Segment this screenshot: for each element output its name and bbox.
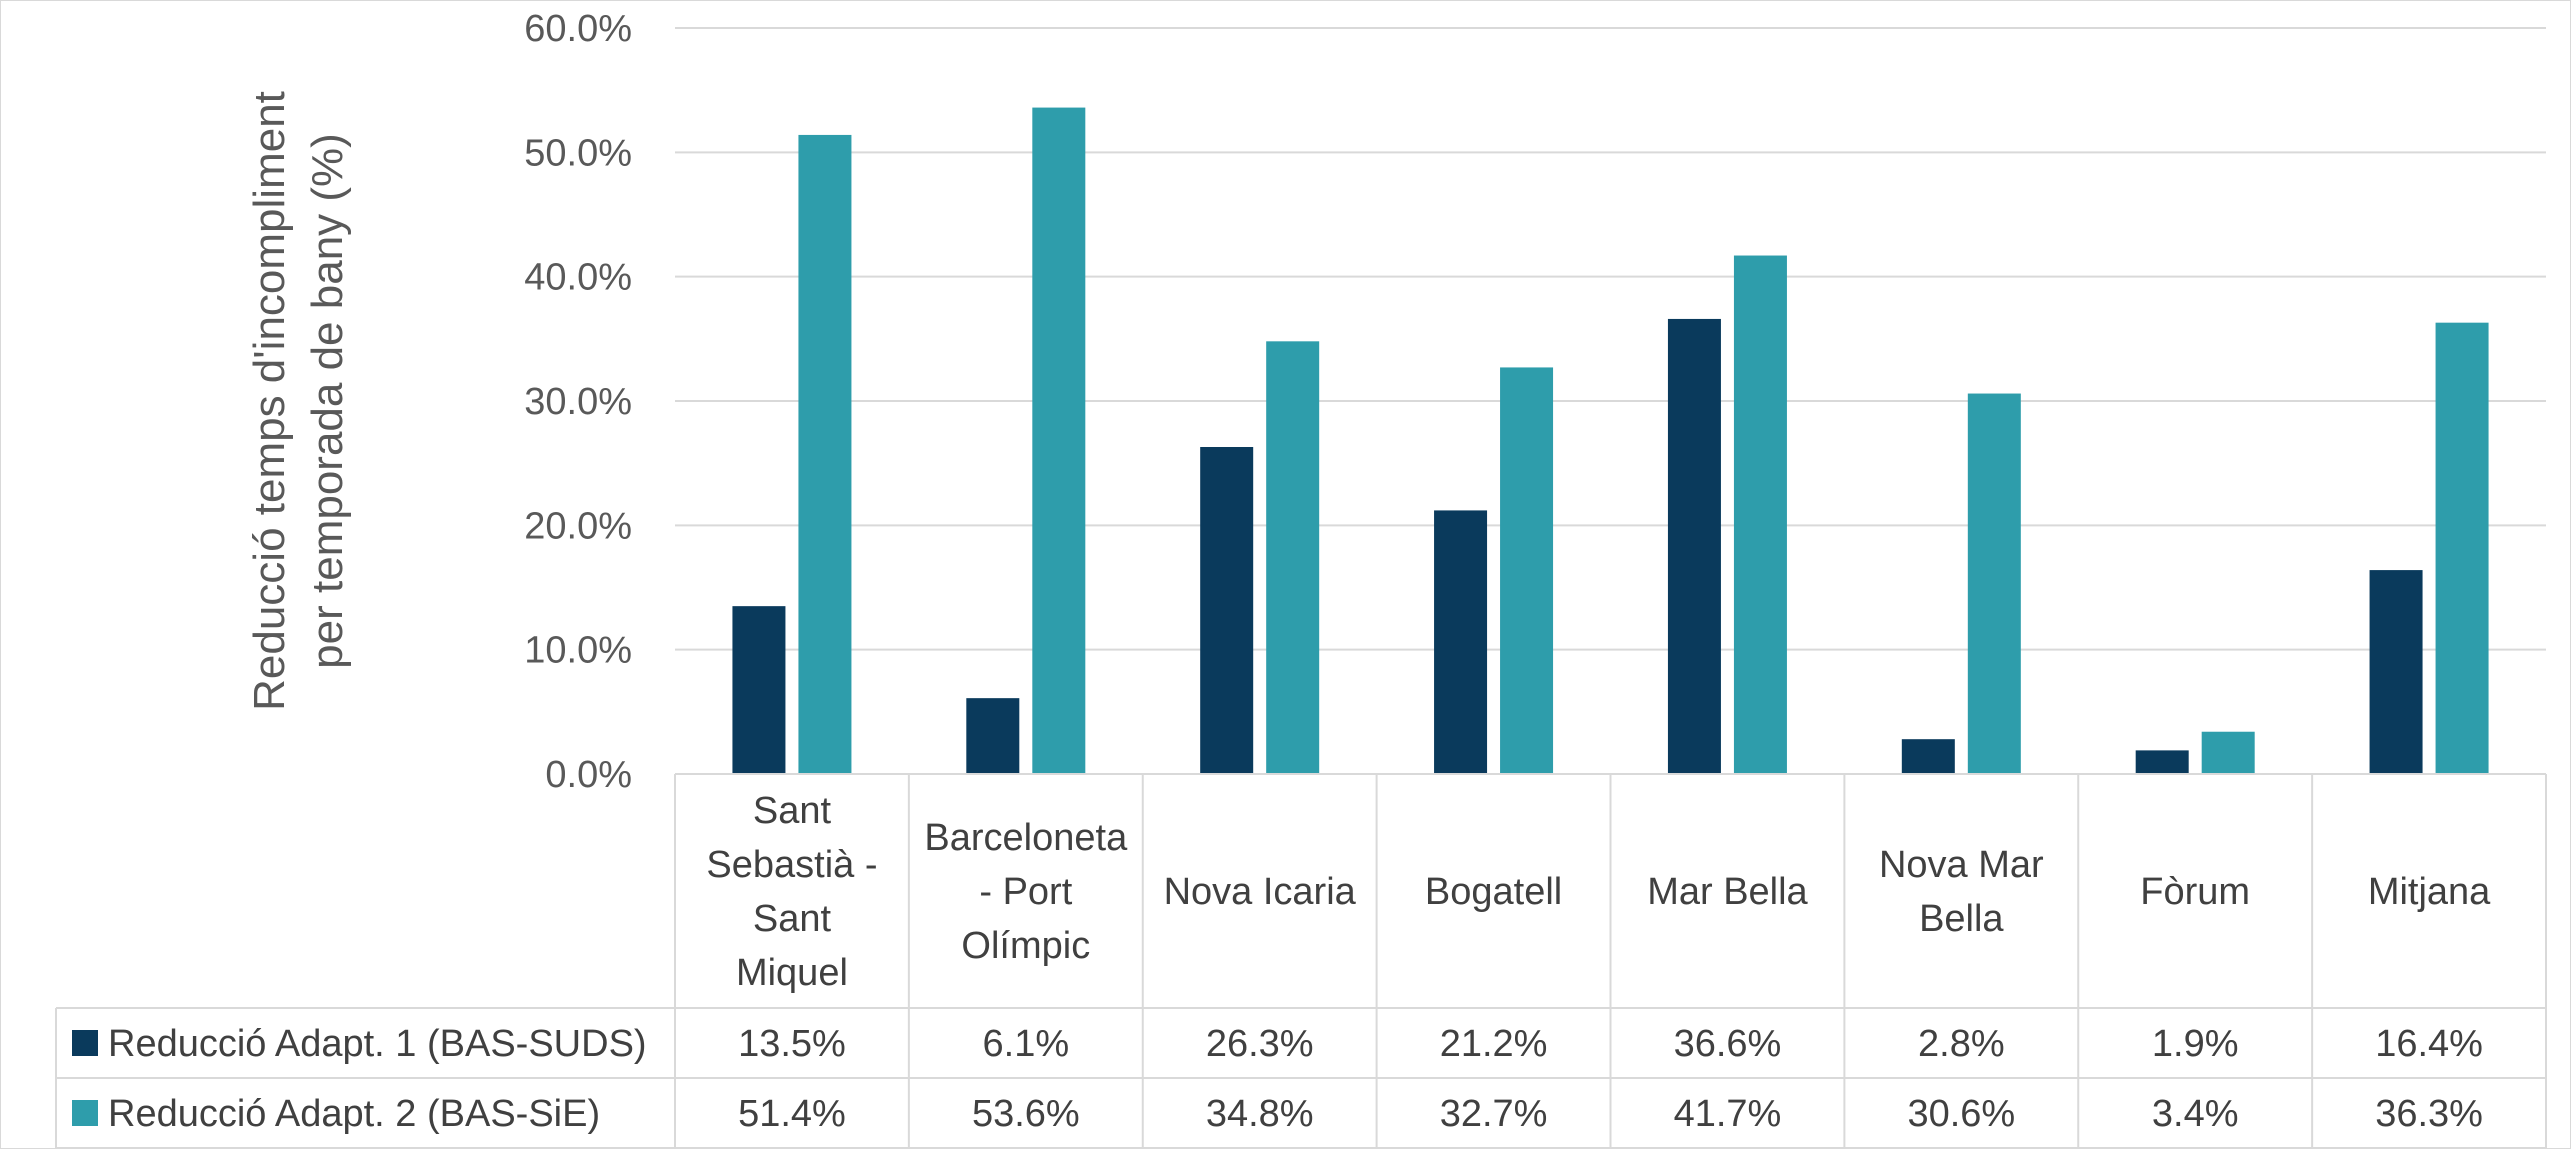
category-label-line: - Port bbox=[979, 871, 1072, 913]
category-label: Nova Icaria bbox=[1164, 871, 1357, 913]
data-table-cell: 26.3% bbox=[1206, 1023, 1314, 1065]
data-table-cell: 36.3% bbox=[2375, 1093, 2483, 1135]
bar-series-1 bbox=[1901, 739, 1955, 774]
category-label-line: Bogatell bbox=[1425, 871, 1562, 913]
data-table-cell: 13.5% bbox=[738, 1023, 846, 1065]
bar-series-1 bbox=[1200, 447, 1254, 774]
legend-label-series-1: Reducció Adapt. 1 (BAS-SUDS) bbox=[108, 1023, 647, 1065]
y-tick-label: 0.0% bbox=[545, 754, 632, 796]
y-axis-title: Reducció temps d'incompliment per tempora… bbox=[245, 91, 352, 711]
category-label-line: Mitjana bbox=[2368, 871, 2491, 913]
y-tick-label: 50.0% bbox=[524, 132, 632, 174]
category-label: Sant Sebastià - Sant Miquel bbox=[706, 790, 877, 994]
bar-series-2 bbox=[1032, 107, 1086, 774]
data-table-cell: 41.7% bbox=[1674, 1093, 1782, 1135]
data-table-cell: 32.7% bbox=[1440, 1093, 1548, 1135]
data-table-cell: 30.6% bbox=[1907, 1093, 2015, 1135]
category-label-line: Sant bbox=[753, 790, 832, 832]
category-label: Barceloneta - Port Olímpic bbox=[924, 817, 1128, 967]
y-tick-label: 60.0% bbox=[524, 8, 632, 50]
bar-series-2 bbox=[2201, 731, 2255, 774]
bar-series-2 bbox=[2435, 322, 2489, 774]
data-table-cell: 21.2% bbox=[1440, 1023, 1548, 1065]
category-label-line: Barceloneta bbox=[924, 817, 1128, 859]
bar-series-2 bbox=[1266, 341, 1320, 774]
category-label-line: Miquel bbox=[736, 952, 848, 994]
category-label-line: Sant bbox=[753, 898, 832, 940]
category-label-line: Nova Icaria bbox=[1164, 871, 1357, 913]
data-table-cell: 34.8% bbox=[1206, 1093, 1314, 1135]
y-tick-label: 10.0% bbox=[524, 630, 632, 672]
legend-label-series-2: Reducció Adapt. 2 (BAS-SiE) bbox=[108, 1093, 600, 1135]
data-table-cell: 1.9% bbox=[2152, 1023, 2239, 1065]
category-label-line: Sebastià - bbox=[706, 844, 877, 886]
bar-series-1 bbox=[2135, 750, 2189, 774]
category-label-line: Olímpic bbox=[961, 925, 1090, 967]
bar-series-2 bbox=[1733, 255, 1787, 774]
bar-series-1 bbox=[2369, 570, 2423, 774]
category-label: Bogatell bbox=[1425, 871, 1562, 913]
y-tick-label: 30.0% bbox=[524, 381, 632, 423]
y-tick-label: 40.0% bbox=[524, 257, 632, 299]
bar-series-2 bbox=[1967, 393, 2021, 774]
bar-series-1 bbox=[732, 606, 786, 774]
category-label-line: Fòrum bbox=[2140, 871, 2250, 913]
legend-key-series-2 bbox=[72, 1100, 98, 1126]
data-table-cell: 51.4% bbox=[738, 1093, 846, 1135]
y-tick-label: 20.0% bbox=[524, 505, 632, 547]
data-table-cell: 3.4% bbox=[2152, 1093, 2239, 1135]
data-table-cell: 16.4% bbox=[2375, 1023, 2483, 1065]
category-label: Mar Bella bbox=[1647, 871, 1808, 913]
bar-series-1 bbox=[1434, 510, 1488, 774]
category-label: Fòrum bbox=[2140, 871, 2250, 913]
category-label-line: Bella bbox=[1919, 898, 2004, 940]
bar-series-1 bbox=[1667, 318, 1721, 774]
category-label-line: Mar Bella bbox=[1647, 871, 1808, 913]
category-label-line: Nova Mar bbox=[1879, 844, 2044, 886]
bar-series-2 bbox=[798, 134, 852, 775]
data-table-cell: 36.6% bbox=[1674, 1023, 1782, 1065]
bar-series-1 bbox=[966, 698, 1020, 774]
data-table-cell: 2.8% bbox=[1918, 1023, 2005, 1065]
category-label: Mitjana bbox=[2368, 871, 2491, 913]
data-table-cell: 6.1% bbox=[983, 1023, 1070, 1065]
y-axis-title-line: Reducció temps d'incompliment bbox=[245, 91, 294, 711]
y-axis-title-line: per temporada de bany (%) bbox=[303, 133, 352, 669]
data-table-cell: 53.6% bbox=[972, 1093, 1080, 1135]
category-label: Nova Mar Bella bbox=[1879, 844, 2044, 940]
legend-key-series-1 bbox=[72, 1030, 98, 1056]
bar-series-2 bbox=[1500, 367, 1554, 774]
